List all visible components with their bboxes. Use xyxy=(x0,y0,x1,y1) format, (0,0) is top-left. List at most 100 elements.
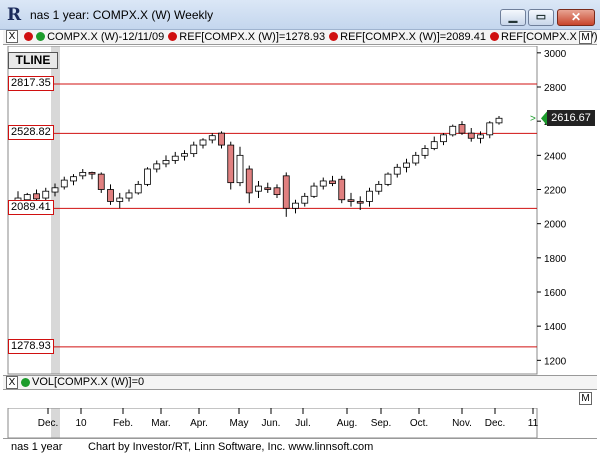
legend-label: REF[COMPX.X (W)]=2089.41 xyxy=(340,31,486,43)
y-tick-label: 1800 xyxy=(544,254,567,265)
highlight-band xyxy=(51,46,60,374)
y-tick-label: 1400 xyxy=(544,322,567,333)
candle-body xyxy=(218,132,225,146)
last-price-marker: 2616.67 xyxy=(547,110,595,127)
price-legend: X COMPX.X (W)-12/11/09 REF[COMPX.X (W)]=… xyxy=(3,30,597,45)
y-tick-label: 1600 xyxy=(544,288,567,299)
ref-line-label[interactable]: 2089.41 xyxy=(8,200,54,216)
window-titlebar: R nas 1 year: COMPX.X (W) Weekly ▁ ▭ ✕ xyxy=(0,0,600,30)
candle-body xyxy=(162,160,170,165)
candle-body xyxy=(144,168,151,185)
candle-body xyxy=(125,192,133,199)
app-logo-icon: R xyxy=(7,5,22,25)
maximize-pane-button[interactable]: M xyxy=(579,31,592,44)
candle-body xyxy=(412,154,420,164)
candle-body xyxy=(282,175,290,209)
candle-body xyxy=(70,176,77,182)
price-chart[interactable]: 1200140016001800200022002400260028003000… xyxy=(3,45,597,408)
legend-label: REF[COMPX.X (W)]=1278.93 xyxy=(179,31,326,43)
x-tick-label: Aug. xyxy=(337,418,358,429)
candle-body xyxy=(356,201,364,204)
candle-body xyxy=(449,125,457,136)
ref-line-label[interactable]: 2528.82 xyxy=(8,125,54,141)
legend-dot-icon xyxy=(168,32,178,41)
candle-body xyxy=(329,180,336,184)
y-tick-label: 2400 xyxy=(544,151,567,162)
candle-body xyxy=(319,180,327,187)
time-axis-svg: Dec. 10 Feb. Mar. Apr. May Jun. Jul. Aug. Sep. Oct… xyxy=(7,407,539,439)
plot-border xyxy=(7,45,538,375)
candle-body xyxy=(338,178,346,201)
legend-item-3[interactable]: REF[COMPX.X (W)]=2817.35 xyxy=(489,30,597,44)
candle-body xyxy=(403,162,410,168)
candle-body xyxy=(486,122,494,136)
candle-body xyxy=(347,199,355,202)
x-tick-label: Dec. xyxy=(485,418,506,429)
close-button[interactable]: ✕ xyxy=(557,9,595,26)
candle-body xyxy=(366,190,373,202)
volume-legend: X VOL[COMPX.X (W)]=0 xyxy=(3,375,597,390)
candle-body xyxy=(292,202,299,209)
candle-body xyxy=(107,189,114,202)
maximize-icon: ▭ xyxy=(535,11,547,23)
y-tick-label: 2800 xyxy=(544,83,567,94)
legend-item-1[interactable]: REF[COMPX.X (W)]=1278.93 xyxy=(167,30,325,44)
last-price-pointer xyxy=(541,111,547,126)
legend-dot-icon xyxy=(24,32,34,41)
tline-button[interactable]: TLINE xyxy=(8,52,58,69)
legend-dot-icon xyxy=(490,32,500,41)
candle-body xyxy=(430,141,438,149)
candle-body xyxy=(236,154,244,184)
candle-body xyxy=(33,193,40,200)
y-tick-label: 1200 xyxy=(544,356,567,367)
candle-body xyxy=(42,190,50,199)
candlestick-chart: 1200140016001800200022002400260028003000… xyxy=(7,45,567,375)
candle-body xyxy=(23,194,31,201)
ref-line-label[interactable]: 1278.93 xyxy=(8,338,54,354)
ref-line-label[interactable]: 2817.35 xyxy=(8,76,54,92)
status-credit: Chart by Investor/RT, Linn Software, Inc… xyxy=(88,441,374,453)
candle-body xyxy=(310,185,318,197)
candle-body xyxy=(440,134,447,143)
y-tick-label: 3000 xyxy=(544,49,567,60)
legend-item-0[interactable]: COMPX.X (W)-12/11/09 xyxy=(23,30,164,44)
candle-body xyxy=(116,197,124,202)
candle-body xyxy=(208,135,216,141)
last-price-arrow: > xyxy=(530,113,536,124)
close-volume-pane-button[interactable]: X xyxy=(6,376,18,389)
maximize-button[interactable]: ▭ xyxy=(528,9,554,26)
legend-dot-icon xyxy=(329,32,339,41)
legend-label: REF[COMPX.X (W)]=2817.35 xyxy=(501,31,597,43)
volume-label[interactable]: VOL[COMPX.X (W)]=0 xyxy=(32,376,145,388)
candle-body xyxy=(51,187,59,193)
close-pane-button[interactable]: X xyxy=(6,30,18,43)
x-tick-label: Nov. xyxy=(452,418,472,429)
candle-body xyxy=(255,185,262,192)
x-tick-label: Apr. xyxy=(190,418,208,429)
x-tick-label: Sep. xyxy=(371,418,392,429)
candle-body xyxy=(190,144,198,155)
status-bar: nas 1 year Chart by Investor/RT, Linn So… xyxy=(3,438,597,456)
candle-body xyxy=(264,187,272,190)
axis-highlight xyxy=(51,408,60,438)
chart-window: X COMPX.X (W)-12/11/09 REF[COMPX.X (W)]=… xyxy=(3,30,597,458)
candle-body xyxy=(97,173,105,190)
candle-body xyxy=(458,124,466,134)
legend-label: COMPX.X (W)-12/11/09 xyxy=(47,31,165,43)
x-tick-label: Dec. xyxy=(38,418,59,429)
candle-body xyxy=(495,117,503,124)
x-tick-label: Jun. xyxy=(262,418,281,429)
x-tick-label: Oct. xyxy=(410,418,428,429)
candle-body xyxy=(467,132,475,139)
x-tick-label: Jul. xyxy=(295,418,311,429)
maximize-volume-pane-button[interactable]: M xyxy=(579,392,592,405)
candle-body xyxy=(477,134,484,139)
candle-body xyxy=(134,183,142,194)
candle-body xyxy=(301,195,309,204)
legend-item-2[interactable]: REF[COMPX.X (W)]=2089.41 xyxy=(328,30,486,44)
y-tick-label: 2000 xyxy=(544,220,567,231)
candle-body xyxy=(60,179,68,188)
minimize-button[interactable]: ▁ xyxy=(500,9,526,26)
candle-body xyxy=(384,173,392,185)
candle-body xyxy=(199,139,207,146)
